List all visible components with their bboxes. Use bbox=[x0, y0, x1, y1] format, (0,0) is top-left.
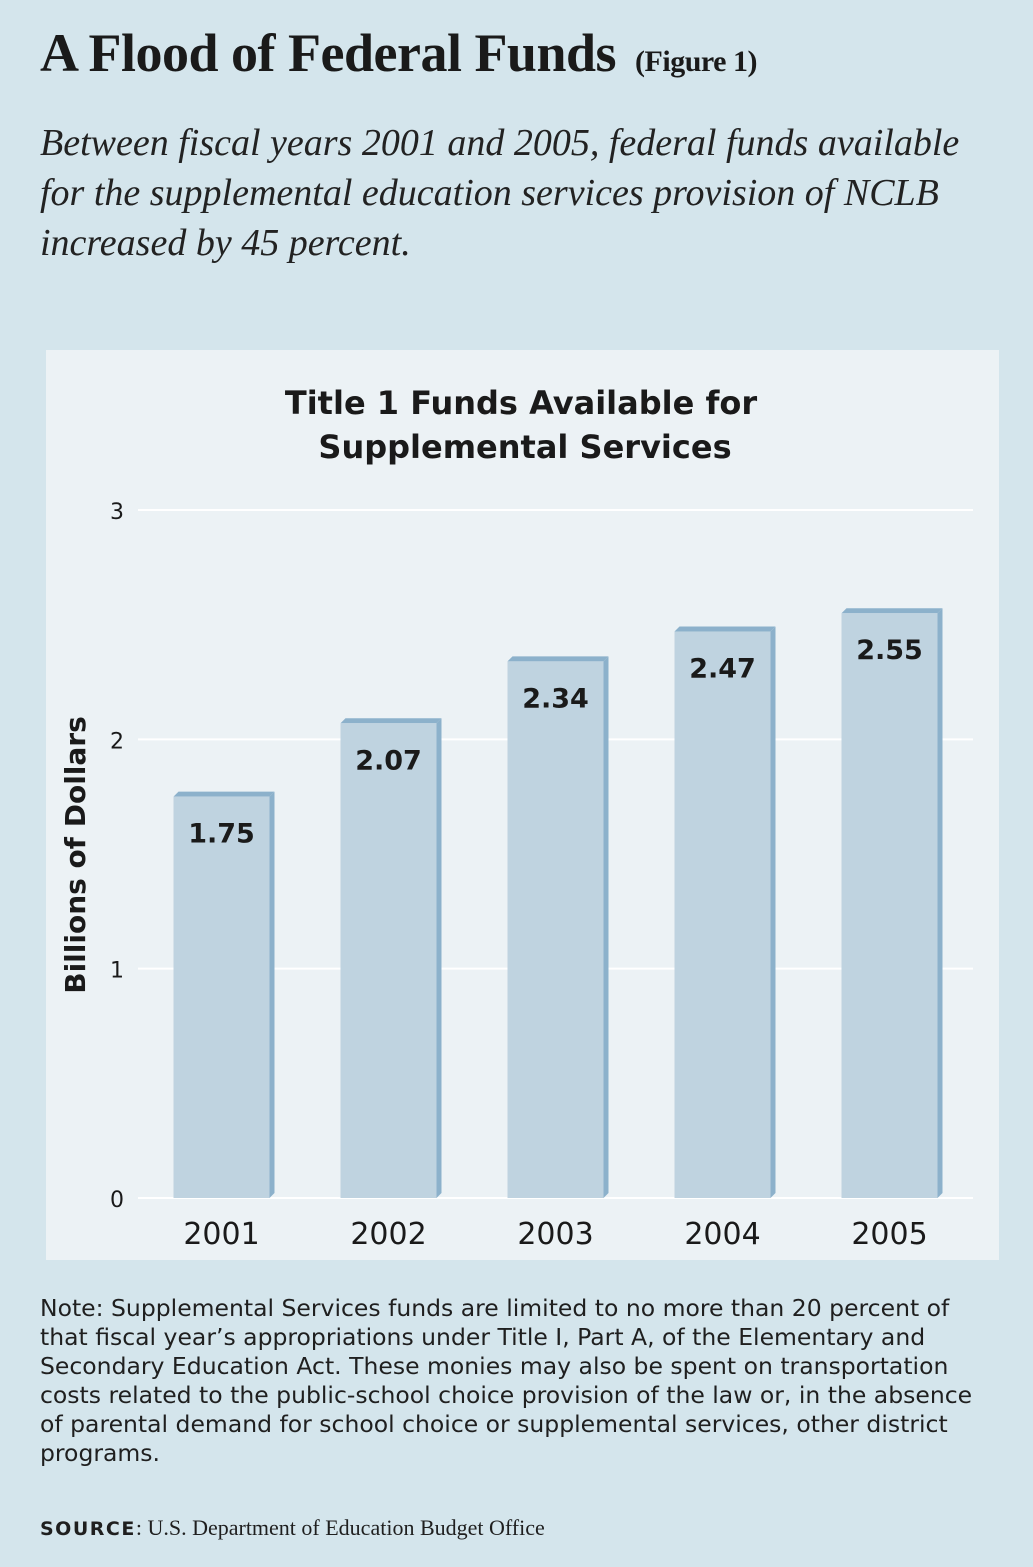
bar-value-label: 2.47 bbox=[689, 654, 756, 685]
bar-2002: 2.07 2002 bbox=[340, 718, 442, 1252]
y-tick-label: 1 bbox=[110, 959, 124, 984]
bar-top bbox=[507, 656, 609, 662]
y-tick-label: 0 bbox=[110, 1188, 124, 1213]
bar-2004: 2.47 2004 bbox=[674, 626, 776, 1252]
y-tick-label: 3 bbox=[110, 500, 124, 525]
footnote: Note: Supplemental Services funds are li… bbox=[40, 1294, 973, 1467]
source-label: SOURCE bbox=[40, 1518, 136, 1540]
bar-side bbox=[269, 791, 275, 1198]
y-axis-label: Billions of Dollars bbox=[59, 716, 92, 994]
bar-face bbox=[340, 723, 437, 1198]
bar-2003: 2.34 2003 bbox=[507, 656, 609, 1252]
bar-top bbox=[674, 626, 776, 632]
y-tick-label: 2 bbox=[110, 729, 124, 754]
bar-side bbox=[937, 608, 943, 1198]
bar-value-label: 2.07 bbox=[355, 745, 422, 776]
source-line: SOURCE: U.S. Department of Education Bud… bbox=[40, 1515, 545, 1540]
bar-side bbox=[603, 656, 609, 1198]
bar-chart: 0 1 2 3 1.75 2001 2.07 2002 2.34 2003 2.47 2004 2.5… bbox=[59, 384, 973, 1252]
x-tick-label: 2005 bbox=[851, 1217, 927, 1252]
bar-layer: 1.75 2001 2.07 2002 2.34 2003 2.47 2004 2.55 2005 bbox=[173, 608, 943, 1252]
bar-face bbox=[841, 613, 938, 1198]
bar-value-label: 1.75 bbox=[188, 819, 255, 850]
bar-top bbox=[841, 608, 943, 614]
bar-value-label: 2.34 bbox=[522, 683, 589, 714]
chart-title-line-2: Supplemental Services bbox=[318, 428, 731, 466]
bar-top bbox=[173, 791, 275, 797]
bar-face bbox=[173, 796, 270, 1198]
x-tick-label: 2004 bbox=[684, 1217, 760, 1252]
bar-top bbox=[340, 718, 442, 724]
bar-2005: 2.55 2005 bbox=[841, 608, 943, 1252]
bar-face bbox=[507, 661, 604, 1198]
bar-face bbox=[674, 631, 771, 1198]
figure-label: (Figure 1) bbox=[635, 45, 757, 78]
x-tick-label: 2003 bbox=[517, 1217, 593, 1252]
bar-side bbox=[436, 718, 442, 1198]
bar-side bbox=[770, 626, 776, 1198]
bar-value-label: 2.55 bbox=[856, 635, 923, 666]
title-text: A Flood of Federal Funds bbox=[40, 23, 617, 83]
bar-2001: 1.75 2001 bbox=[173, 791, 275, 1252]
figure-subtitle: Between fiscal years 2001 and 2005, fede… bbox=[40, 122, 960, 264]
chart-title-line-1: Title 1 Funds Available for bbox=[285, 384, 757, 422]
x-tick-label: 2001 bbox=[183, 1217, 259, 1252]
x-tick-label: 2002 bbox=[350, 1217, 426, 1252]
page-title: A Flood of Federal Funds (Figure 1) bbox=[40, 22, 757, 84]
source-text: U.S. Department of Education Budget Offi… bbox=[147, 1515, 545, 1540]
